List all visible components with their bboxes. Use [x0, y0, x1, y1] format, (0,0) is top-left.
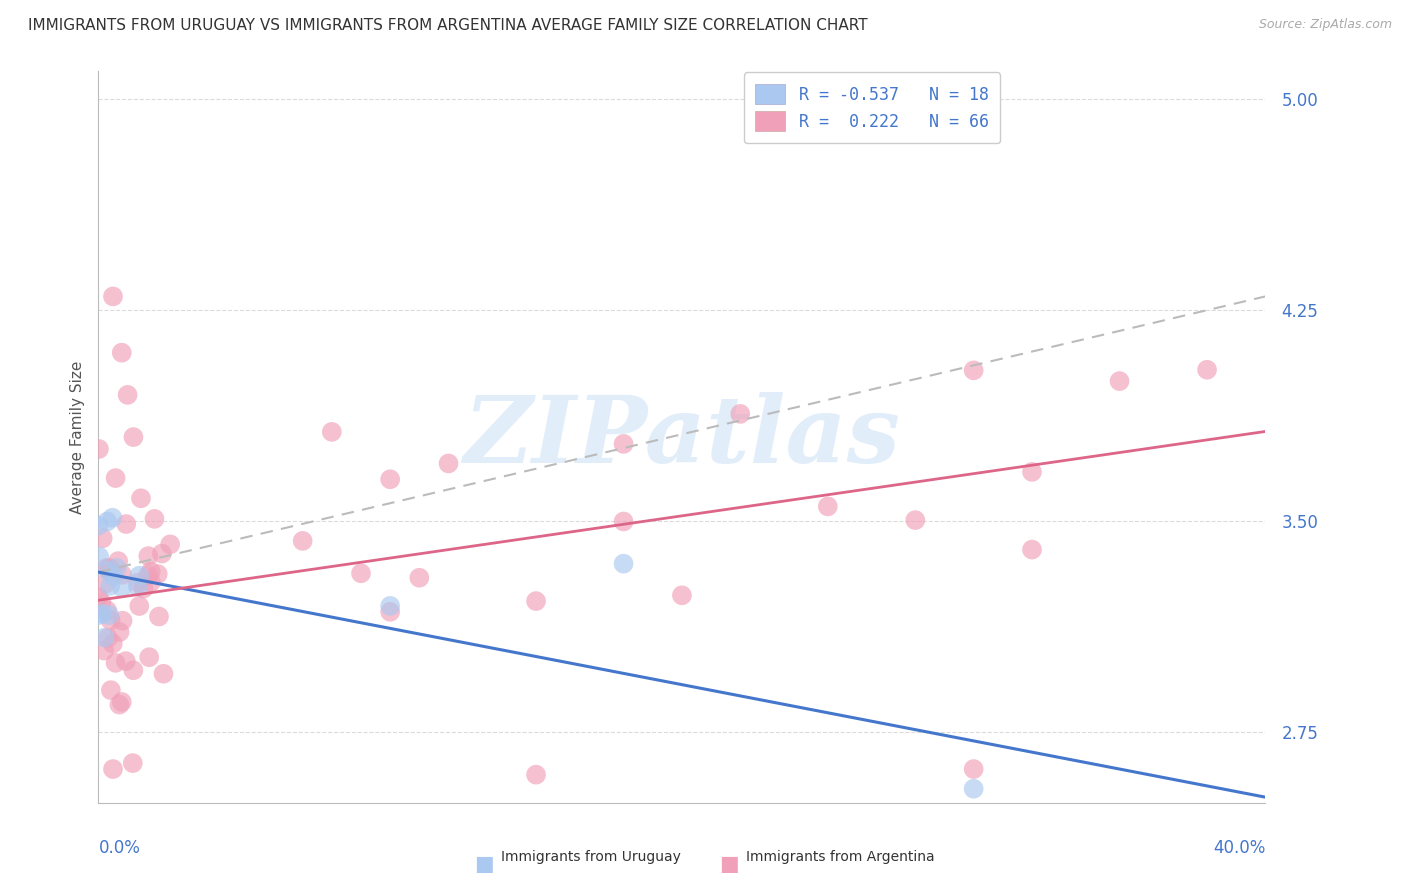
- Point: [87, 591, 110, 605]
- Point: [612, 437, 634, 451]
- Point: [111, 581, 134, 595]
- Point: [291, 533, 314, 548]
- Point: [904, 513, 927, 527]
- Point: [127, 580, 149, 594]
- Point: [128, 568, 150, 582]
- Point: [93, 631, 115, 645]
- Point: [96, 561, 118, 575]
- Point: [350, 566, 373, 581]
- Point: [108, 698, 131, 712]
- Point: [612, 557, 634, 571]
- Point: [111, 345, 134, 359]
- Point: [101, 569, 124, 583]
- Point: [730, 407, 752, 421]
- Point: [1021, 465, 1043, 479]
- Point: [143, 512, 166, 526]
- Text: 40.0%: 40.0%: [1213, 839, 1265, 857]
- Point: [148, 609, 170, 624]
- Point: [101, 510, 124, 524]
- Point: [1195, 362, 1218, 376]
- Point: [89, 549, 111, 564]
- Point: [111, 567, 134, 582]
- Point: [962, 363, 984, 377]
- Point: [107, 554, 129, 568]
- Point: [97, 631, 120, 645]
- Point: [98, 579, 121, 593]
- Y-axis label: Average Family Size: Average Family Size: [69, 360, 84, 514]
- Point: [152, 666, 174, 681]
- Point: [104, 471, 127, 485]
- Point: [962, 762, 984, 776]
- Point: [98, 561, 121, 575]
- Text: IMMIGRANTS FROM URUGUAY VS IMMIGRANTS FROM ARGENTINA AVERAGE FAMILY SIZE CORRELA: IMMIGRANTS FROM URUGUAY VS IMMIGRANTS FR…: [28, 18, 868, 33]
- Point: [122, 430, 145, 444]
- Point: [101, 289, 124, 303]
- Point: [380, 605, 402, 619]
- Point: [671, 588, 693, 602]
- Point: [94, 576, 117, 591]
- Point: [101, 636, 124, 650]
- Point: [408, 571, 430, 585]
- Point: [136, 568, 159, 582]
- Point: [612, 515, 634, 529]
- Point: [139, 565, 162, 579]
- Point: [91, 531, 114, 545]
- Point: [380, 599, 402, 613]
- Point: [129, 491, 152, 506]
- Point: [136, 549, 159, 563]
- Point: [159, 537, 181, 551]
- Point: [139, 575, 162, 590]
- Point: [111, 695, 134, 709]
- Text: ■: ■: [474, 854, 494, 874]
- Point: [524, 594, 547, 608]
- Legend: R = -0.537   N = 18, R =  0.222   N = 66: R = -0.537 N = 18, R = 0.222 N = 66: [744, 72, 1000, 143]
- Point: [93, 643, 115, 657]
- Text: Source: ZipAtlas.com: Source: ZipAtlas.com: [1258, 18, 1392, 31]
- Point: [122, 663, 145, 677]
- Point: [1108, 374, 1130, 388]
- Text: ■: ■: [718, 854, 738, 874]
- Point: [108, 625, 131, 640]
- Point: [128, 599, 150, 613]
- Text: Immigrants from Argentina: Immigrants from Argentina: [747, 850, 935, 864]
- Point: [91, 607, 114, 621]
- Point: [524, 767, 547, 781]
- Point: [115, 516, 138, 531]
- Point: [1021, 542, 1043, 557]
- Point: [96, 603, 118, 617]
- Point: [121, 756, 143, 770]
- Point: [98, 608, 121, 623]
- Point: [87, 608, 110, 623]
- Point: [132, 582, 155, 596]
- Point: [111, 614, 134, 628]
- Point: [117, 388, 139, 402]
- Point: [97, 564, 120, 578]
- Point: [87, 442, 110, 456]
- Point: [100, 613, 122, 627]
- Point: [150, 547, 173, 561]
- Point: [437, 457, 460, 471]
- Point: [127, 575, 149, 590]
- Point: [114, 654, 136, 668]
- Text: ZIPatlas: ZIPatlas: [464, 392, 900, 482]
- Point: [96, 515, 118, 529]
- Point: [101, 762, 124, 776]
- Point: [817, 500, 839, 514]
- Point: [138, 650, 160, 665]
- Point: [90, 595, 112, 609]
- Point: [100, 683, 122, 698]
- Point: [104, 656, 127, 670]
- Point: [380, 472, 402, 486]
- Text: Immigrants from Uruguay: Immigrants from Uruguay: [501, 850, 681, 864]
- Point: [105, 561, 128, 575]
- Text: 0.0%: 0.0%: [98, 839, 141, 857]
- Point: [321, 425, 343, 439]
- Point: [962, 781, 984, 796]
- Point: [146, 567, 169, 582]
- Point: [87, 518, 110, 533]
